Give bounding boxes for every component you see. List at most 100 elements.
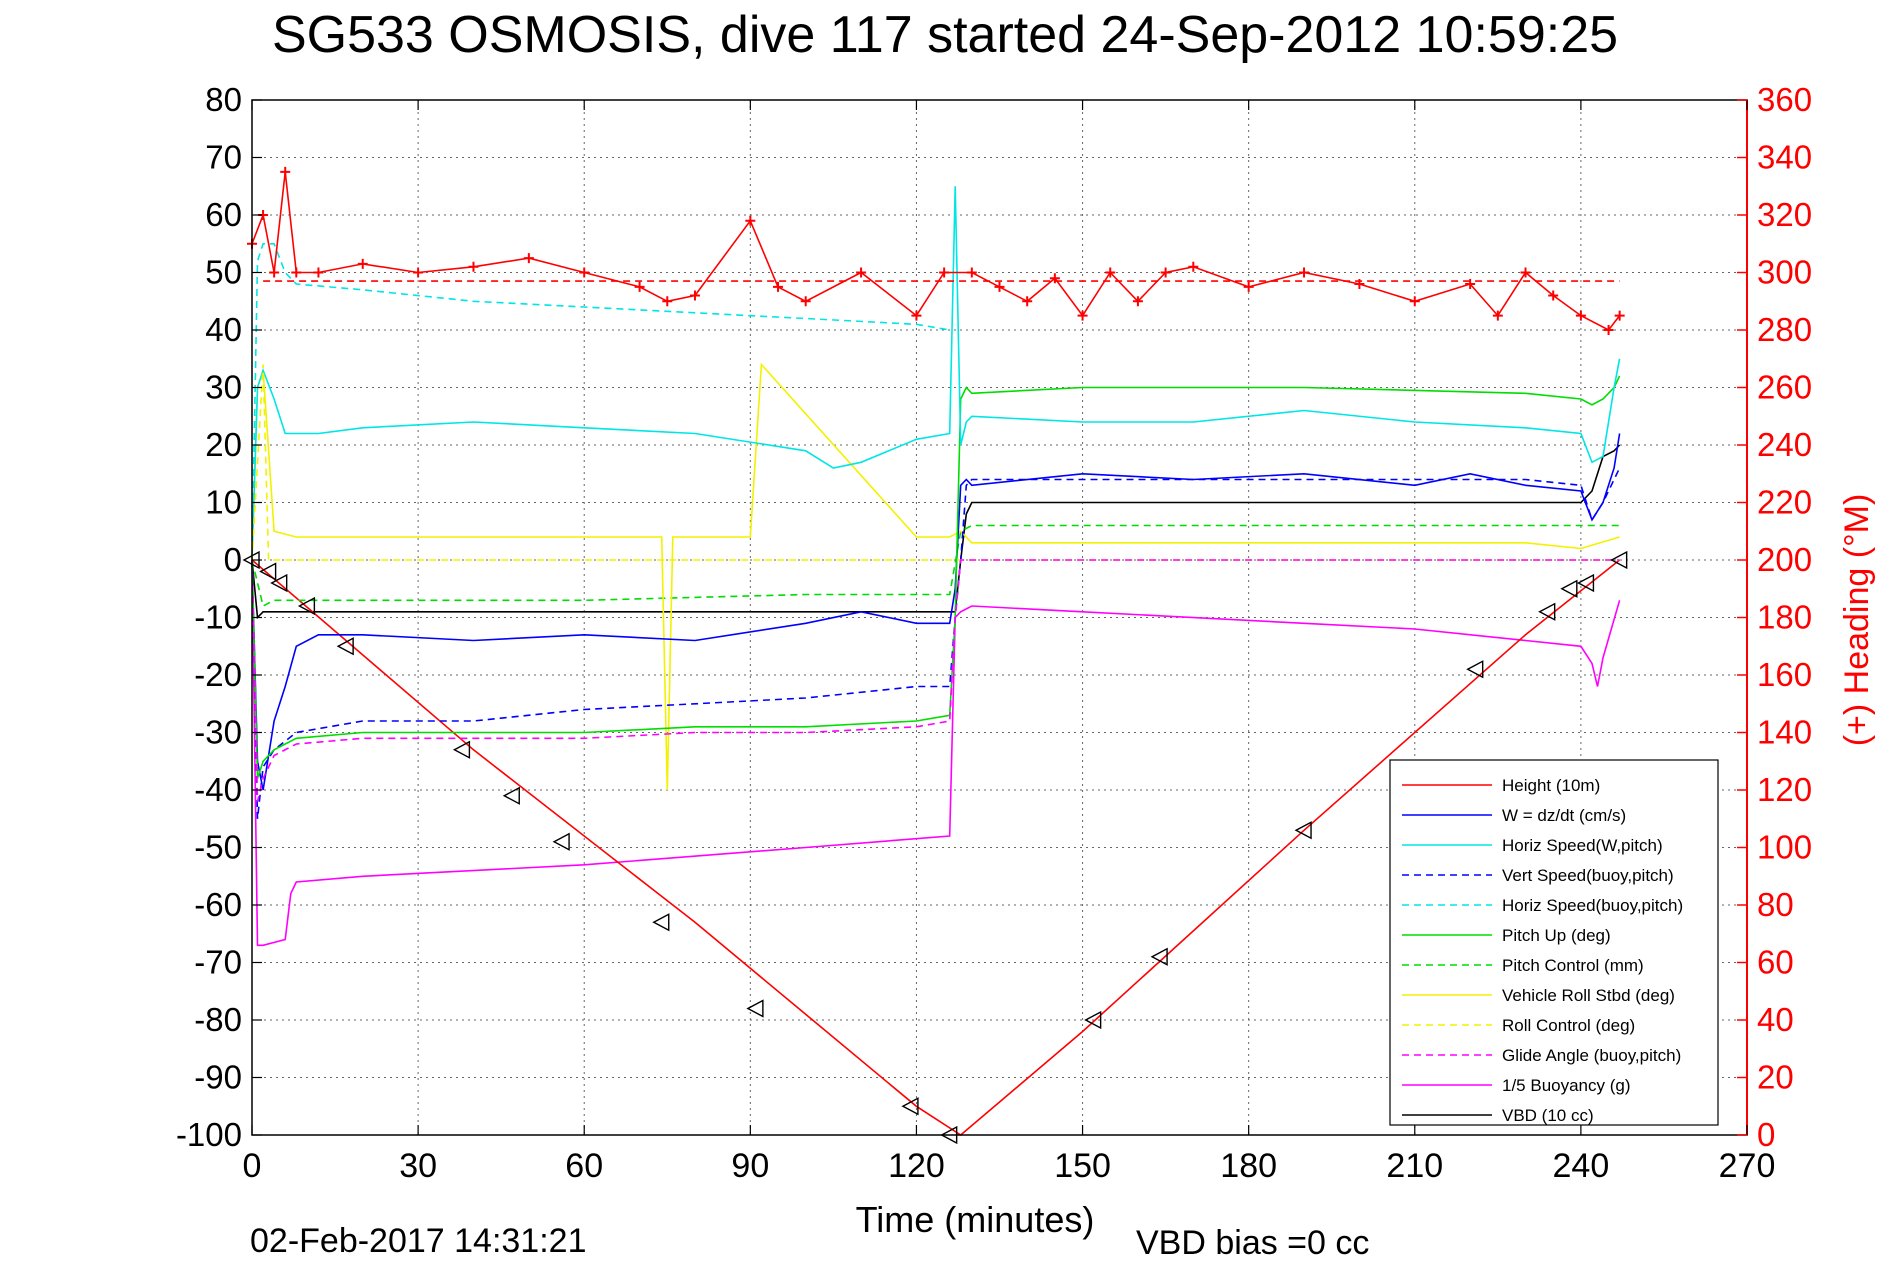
footer-vbd-bias: VBD bias =0 cc [1136,1224,1369,1262]
height-marker [1560,579,1578,598]
y2-tick-label: 100 [1757,829,1812,866]
heading-point [1492,310,1503,321]
x-tick-label: 150 [1054,1147,1111,1185]
y-tick-label: -50 [194,829,242,866]
heading-point [745,215,756,226]
heading-point [800,296,811,307]
y-tick-label: 10 [205,484,242,521]
height-marker [1294,821,1312,840]
heading-point [1188,261,1199,272]
y-tick-label: 0 [224,541,242,578]
heading-point [662,296,673,307]
heading-point [269,267,280,278]
y-tick-label: 50 [205,254,242,291]
y2-tick-label: 320 [1757,196,1812,233]
x-tick-label: 240 [1553,1147,1610,1185]
heading-point [280,166,291,177]
heading-point [939,267,950,278]
heading-point [1465,279,1476,289]
height-marker [1610,550,1628,570]
y-tick-labels: 80 70 60 50 40 30 20 10 0 -10 -20 -30 -40 -50 -60 -70 -8… [176,81,242,1153]
y2-tick-label: 260 [1757,369,1812,406]
heading-point [1243,281,1254,292]
heading-point [523,253,534,264]
x-tick-label: 60 [565,1147,603,1185]
y2-tick-label: 20 [1757,1059,1794,1096]
y2-tick-label: 340 [1757,139,1812,176]
y2-tick-label: 80 [1757,886,1794,923]
height-marker [336,637,354,656]
heading-point [413,267,424,278]
grid-lines [252,100,1747,1135]
height-marker [259,562,277,581]
heading-point [313,267,324,278]
series-line-heading-m [251,171,1621,332]
height-marker [297,596,316,616]
height-marker [746,999,764,1018]
legend-entry: Height (10m) [1502,776,1600,795]
series-line-vehicle-roll-stbd-deg [251,362,1620,791]
y2-tick-label: 280 [1757,311,1812,348]
y-tick-label: -60 [194,886,242,923]
x-tick-label: 210 [1386,1147,1443,1185]
heading-point [911,310,922,321]
series-line-glide-angle-buoy-pitch [251,559,1620,802]
y2-tick-label: 240 [1757,426,1812,463]
y-tick-label: 80 [205,81,242,118]
height-marker [552,832,570,851]
legend-entry: Pitch Control (mm) [1502,956,1644,975]
legend-entry: Roll Control (deg) [1502,1016,1635,1035]
height-marker [1538,602,1556,621]
y2-tick-label: 0 [1757,1116,1775,1153]
heading-point [1548,290,1559,301]
y2-tick-label: 120 [1757,771,1812,808]
y2-tick-label: 360 [1757,81,1812,118]
height-marker [502,786,520,805]
heading-point [994,281,1005,292]
chart-title: SG533 OSMOSIS, dive 117 started 24-Sep-2… [272,6,1618,64]
y2-tick-label: 160 [1757,656,1812,693]
series-line-vbd-10-cc [251,444,1621,620]
series-line-vert-speed-buoy-pitch [251,467,1621,819]
heading-point [579,267,590,278]
series-line-horiz-speed-buoy-pitch [251,243,950,561]
y2-tick-label: 220 [1757,484,1812,521]
height-marker [901,1097,919,1116]
y-tick-label: -80 [194,1001,242,1038]
heading-point [357,258,368,269]
y2-tick-label: 200 [1757,541,1812,578]
heading-point [1409,296,1420,307]
heading-point [1575,310,1586,321]
heading-point [1132,296,1143,307]
height-marker [270,573,288,593]
heading-point [1105,267,1116,278]
y2-axis-label: (+) Heading (°M) [1838,494,1876,747]
legend-entry: Glide Angle (buoy,pitch) [1502,1046,1681,1065]
heading-point [1160,267,1171,278]
legend-entry: Vert Speed(buoy,pitch) [1502,866,1674,885]
x-tick-label: 30 [399,1147,437,1185]
height-marker [1466,660,1484,679]
heading-point [1077,310,1088,321]
x-tick-label: 0 [243,1147,262,1185]
y-tick-label: -30 [194,714,242,751]
y-tick-label: 20 [205,426,242,463]
heading-point [773,281,784,292]
heading-point [689,290,700,301]
legend-entry: W = dz/dt (cm/s) [1502,806,1626,825]
y-tick-label: -10 [194,599,242,636]
heading-point [634,281,645,292]
series-line-w-dz-dt-cm-s [251,433,1621,791]
heading-point [1022,296,1033,307]
heading-point [1614,310,1625,321]
y-tick-label: -90 [194,1059,242,1096]
x-tick-label: 180 [1220,1147,1277,1185]
y2-tick-labels: 3603403203002802602402202001801601401201… [1757,81,1812,1153]
legend-entry: 1/5 Buoyancy (g) [1502,1076,1631,1095]
y2-tick-label: 180 [1757,599,1812,636]
series-line-pitch-control-mm [251,524,1620,608]
legend-box [1389,759,1719,1126]
x-tick-label: 270 [1719,1147,1776,1185]
y2-tick-label: 40 [1757,1001,1794,1038]
